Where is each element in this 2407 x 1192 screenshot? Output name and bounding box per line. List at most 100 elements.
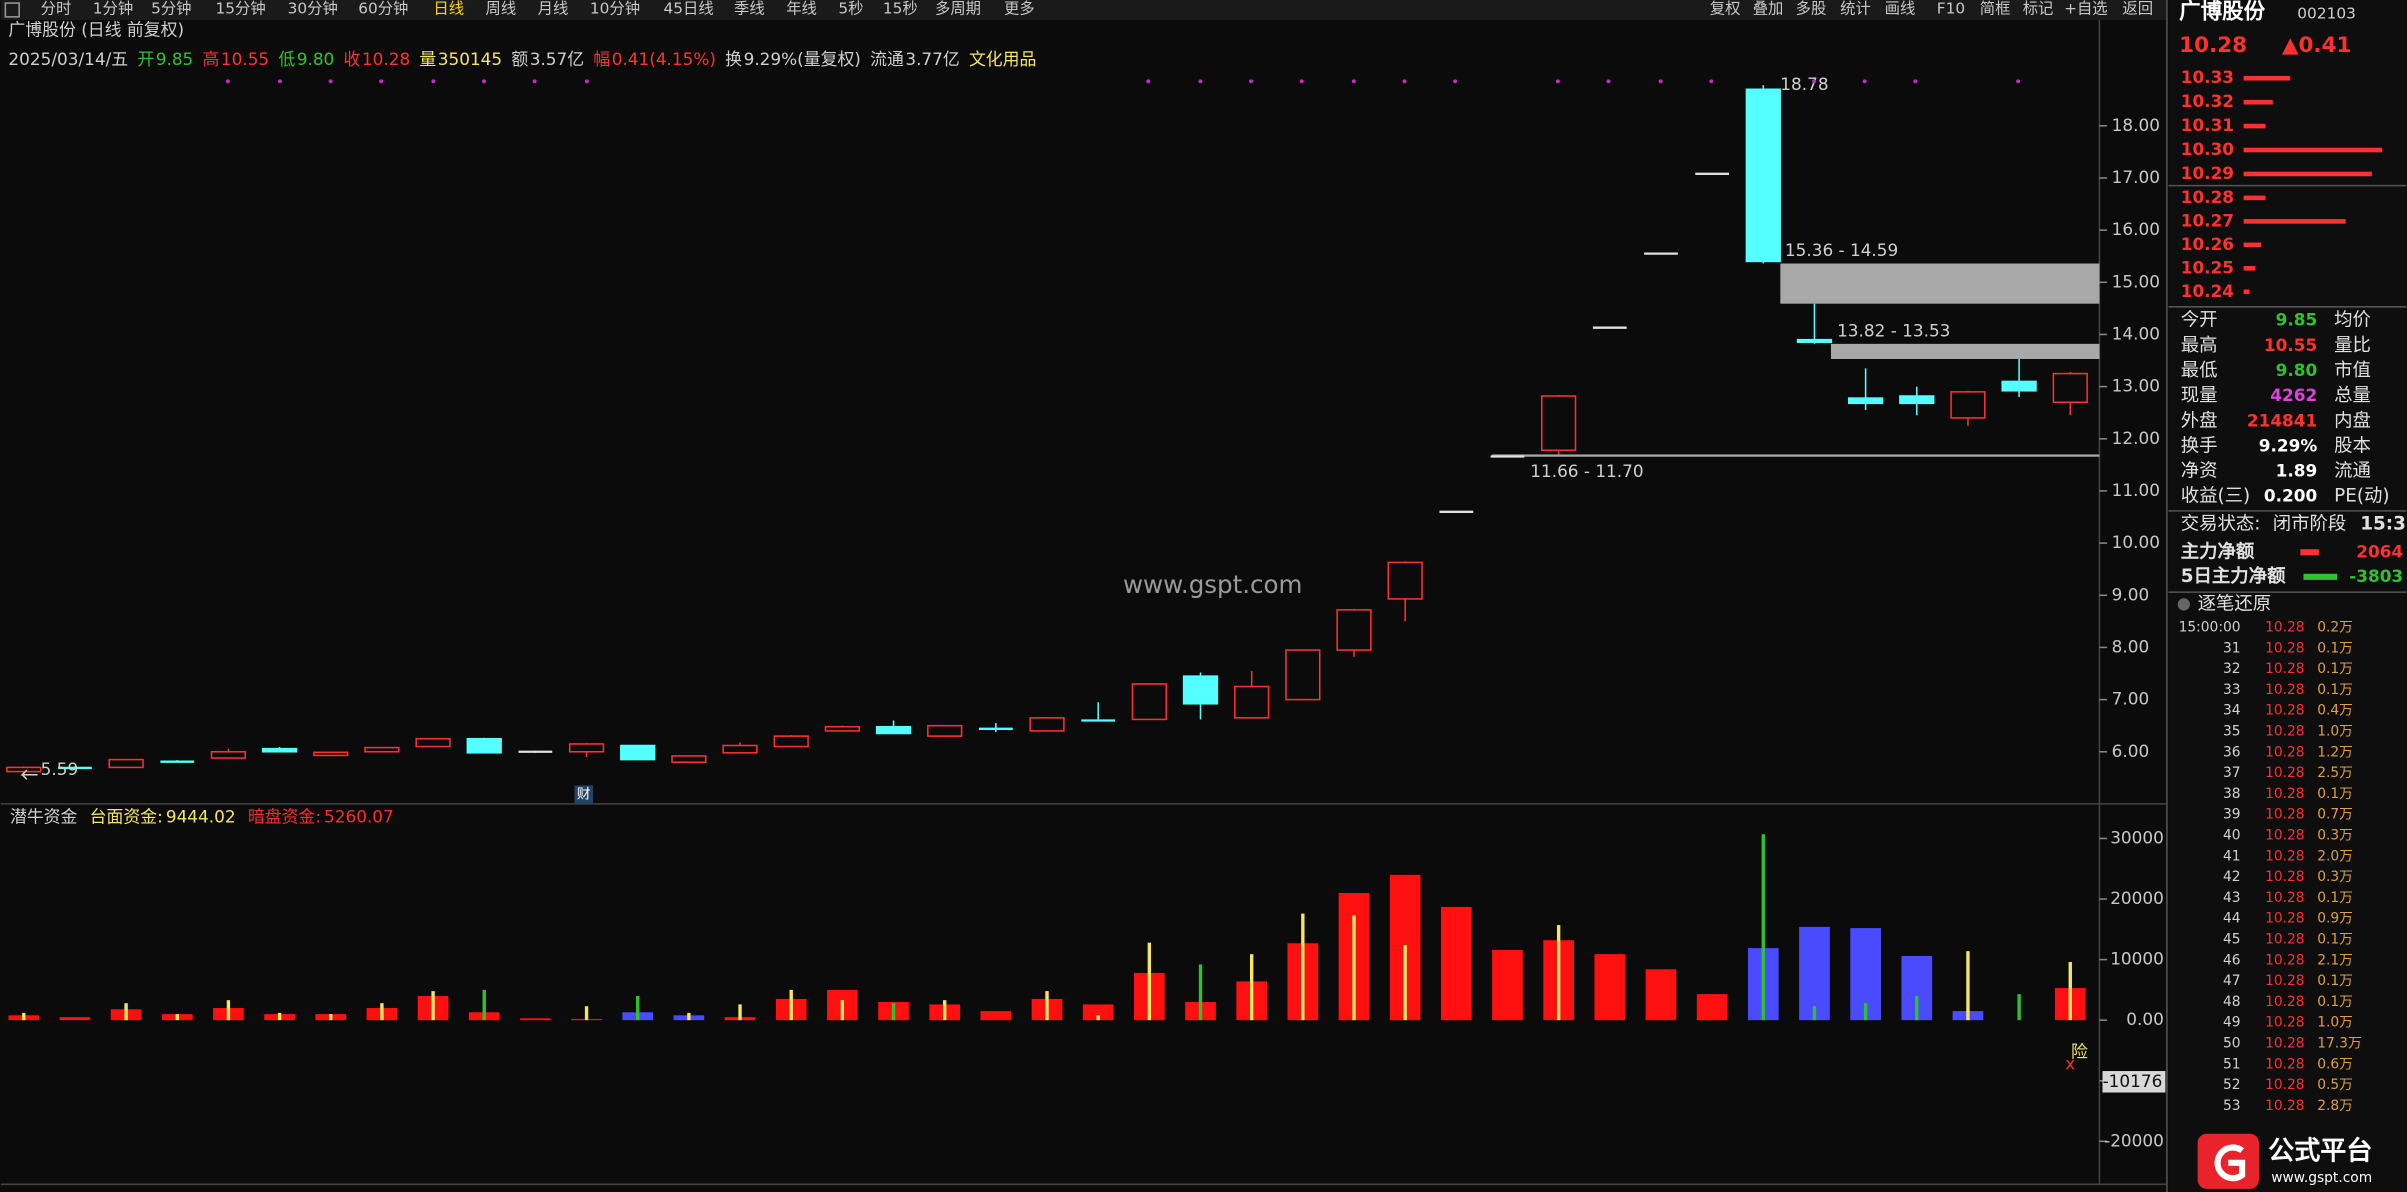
fund-line — [1761, 834, 1765, 1021]
quote-value: 0.200 — [2264, 486, 2317, 506]
tick-time: 42 — [2223, 869, 2241, 885]
tick-time: 15:00:00 — [2179, 619, 2241, 635]
toolbar-button[interactable]: 45日线 — [663, 0, 713, 18]
candle-body — [6, 766, 42, 773]
toolbar-button[interactable]: 多股 — [1796, 0, 1827, 18]
event-dot — [328, 79, 333, 84]
info-item: 换 — [725, 49, 742, 69]
info-item: 2025/03/14/五 — [8, 49, 128, 69]
toolbar-button[interactable]: 5分钟 — [151, 0, 191, 18]
toolbar-button[interactable]: F10 — [1937, 0, 1965, 18]
quote-label: 量比 — [2334, 335, 2371, 356]
toolbar-button[interactable]: 标记 — [2023, 0, 2054, 18]
quote-value: 9.80 — [2276, 360, 2318, 380]
toolbar-button[interactable]: 1分钟 — [93, 0, 133, 18]
quote-label: 外盘 — [2181, 410, 2218, 431]
toolbar-button[interactable]: 返回 — [2122, 0, 2153, 18]
status-time: 15:33 — [2360, 514, 2407, 535]
toolbar-button[interactable]: 30分钟 — [288, 0, 338, 18]
toolbar-button[interactable]: 季线 — [734, 0, 765, 18]
event-dot — [225, 79, 230, 84]
toolbar-button[interactable]: 60分钟 — [358, 0, 408, 18]
toolbar-button[interactable]: 叠加 — [1753, 0, 1784, 18]
toolbar-button[interactable]: 15秒 — [883, 0, 918, 18]
tick-volume: 0.1万 — [2317, 931, 2353, 947]
toolbar-button[interactable]: 周线 — [486, 0, 517, 18]
gap-zone — [1780, 263, 2100, 304]
quote-value: 9.85 — [2276, 310, 2318, 330]
event-dot — [1812, 79, 1817, 84]
candle-body — [773, 735, 809, 748]
fund-line — [1863, 1003, 1868, 1021]
quote-label: 最高 — [2181, 335, 2218, 356]
candle-body — [2001, 380, 2037, 392]
tick-volume: 0.1万 — [2317, 994, 2353, 1010]
toolbar-button[interactable]: 统计 — [1840, 0, 1871, 18]
toolbar-button[interactable]: 15分钟 — [216, 0, 266, 18]
status-value: 闭市阶段 — [2273, 514, 2347, 535]
fund-bar — [520, 1018, 551, 1021]
depth-bar — [2243, 289, 2250, 295]
fund-line — [1915, 995, 1919, 1021]
info-item: 10.28 — [362, 49, 410, 69]
toolbar-button[interactable]: 多周期 — [935, 0, 981, 18]
y-tick-label: 14.00 — [2112, 323, 2160, 343]
fund-header: 潜牛资金 台面资金: 9444.02 暗盘资金: 5260.07 — [10, 807, 394, 827]
toolbar-button[interactable]: +自选 — [2064, 0, 2108, 18]
y-tick-label: 6.00 — [2112, 741, 2150, 761]
info-item: 量 — [419, 49, 436, 69]
y-tick-label: 10.00 — [2112, 532, 2160, 552]
tick-price: 10.28 — [2265, 848, 2305, 864]
toolbar-button[interactable]: 5秒 — [838, 0, 863, 18]
depth-price: 10.26 — [2181, 234, 2234, 254]
depth-price: 10.28 — [2181, 187, 2234, 207]
toolbar-button[interactable]: 年线 — [786, 0, 817, 18]
event-dot — [1402, 79, 1407, 84]
info-item: 9.29%(量复权) — [744, 49, 861, 69]
legend-value: 5260.07 — [324, 807, 394, 827]
toolbar-button[interactable]: 更多 — [1004, 0, 1035, 18]
fund-line — [431, 991, 435, 1021]
tick-time: 37 — [2223, 765, 2241, 781]
depth-price: 10.31 — [2181, 115, 2234, 135]
fund-line — [175, 1014, 179, 1021]
candle-body — [2052, 372, 2088, 404]
y-tick-label: 17.00 — [2112, 167, 2160, 187]
quote-label: 股本 — [2334, 435, 2371, 456]
flow-value: 2064 — [2356, 541, 2403, 561]
tick-price: 10.28 — [2265, 703, 2305, 719]
event-dot — [532, 79, 537, 84]
event-box — [574, 785, 593, 804]
tick-price: 10.28 — [2265, 827, 2305, 843]
tick-time: 33 — [2223, 682, 2241, 698]
toolbar-button[interactable]: 画线 — [1885, 0, 1916, 18]
flow-swatch — [2303, 573, 2338, 580]
info-item: 低 — [278, 49, 295, 69]
toolbar-button[interactable]: 10分钟 — [590, 0, 640, 18]
candle-body — [210, 751, 247, 759]
quote-label: 市值 — [2334, 360, 2371, 381]
candle-body — [1899, 395, 1935, 405]
fund-line — [1045, 991, 1049, 1021]
tick-volume: 0.7万 — [2317, 807, 2353, 823]
toolbar-button[interactable]: 分时 — [41, 0, 72, 18]
event-dot — [482, 79, 486, 84]
toolbar-button[interactable]: 日线 — [433, 0, 464, 18]
tick-price: 10.28 — [2265, 1035, 2305, 1051]
toolbar-button[interactable]: 简框 — [1980, 0, 2011, 18]
depth-bar — [2243, 242, 2262, 248]
toolbar-button[interactable]: 复权 — [1710, 0, 1741, 18]
quote-value: 9.29% — [2259, 435, 2318, 455]
risk-mark: x — [2065, 1054, 2075, 1074]
tick-time: 36 — [2223, 744, 2241, 760]
watermark: www.gspt.com — [1123, 570, 1302, 599]
tick-time: 48 — [2223, 994, 2241, 1010]
event-dot — [1709, 79, 1714, 84]
info-item: 文化用品 — [969, 49, 1036, 69]
candle-body — [1131, 683, 1167, 721]
event-dot — [1658, 79, 1663, 84]
tick-volume: 2.1万 — [2317, 952, 2353, 968]
tick-volume: 0.6万 — [2317, 1056, 2353, 1072]
toolbar-button[interactable]: 月线 — [538, 0, 569, 18]
